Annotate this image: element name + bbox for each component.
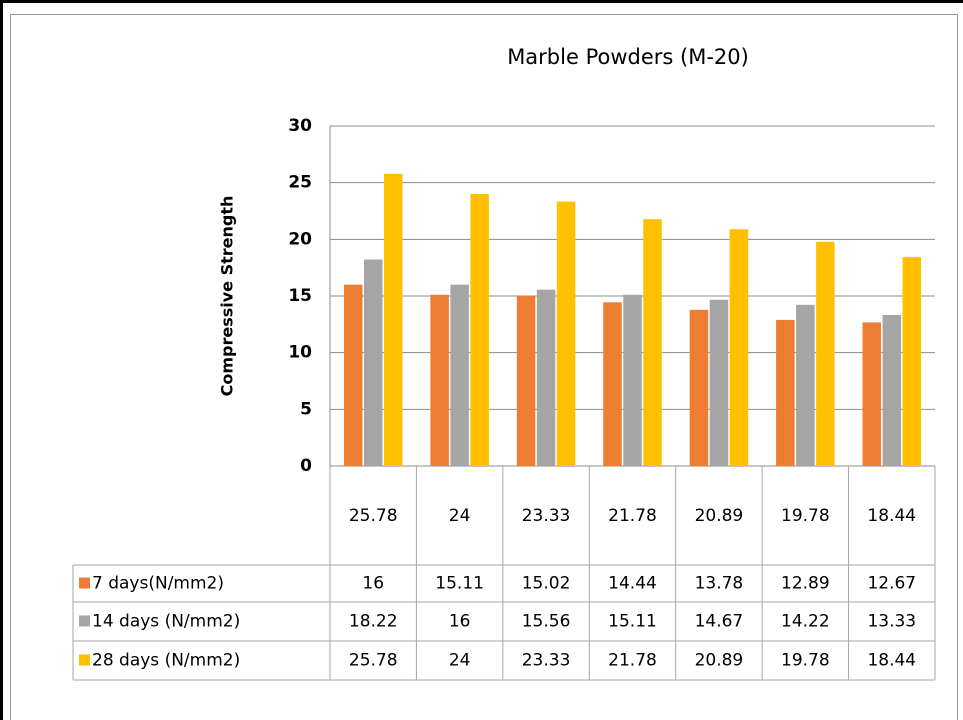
legend-label: 28 days (N/mm2) <box>92 651 240 671</box>
legend-swatch <box>79 577 90 589</box>
table-value: 15.56 <box>522 612 571 632</box>
table-value: 24 <box>449 651 471 671</box>
table-value: 13.78 <box>695 574 744 594</box>
category-cell: 23.33 <box>503 466 589 565</box>
table-value: 25.78 <box>349 651 398 671</box>
chart-title: Marble Powders (M-20) <box>507 45 749 69</box>
legend-swatch <box>79 615 90 627</box>
table-value: 18.22 <box>349 612 398 632</box>
bar <box>383 173 403 466</box>
legend-label: 14 days (N/mm2) <box>92 612 240 632</box>
x-tick-label: 24 <box>448 505 471 526</box>
legend-label: 7 days(N/mm2) <box>92 574 224 594</box>
category-wrap: 20.89 <box>676 466 762 565</box>
bar <box>623 294 642 466</box>
category-wrap: 19.78 <box>762 466 848 565</box>
table-value: 21.78 <box>608 651 657 671</box>
bar <box>516 295 536 466</box>
category-wrap: 25.78 <box>330 466 416 565</box>
bar <box>689 309 709 466</box>
bar <box>450 284 469 466</box>
y-tick-label: 15 <box>288 286 312 306</box>
table-value: 23.33 <box>522 651 571 671</box>
bar <box>882 314 902 466</box>
bar <box>862 322 882 466</box>
category-wrap: 18.44 <box>849 466 935 565</box>
bar <box>796 304 815 466</box>
category-cell: 18.44 <box>849 466 935 565</box>
category-cell: 24 <box>416 466 502 565</box>
bar <box>603 302 622 466</box>
table-value: 15.11 <box>435 574 484 594</box>
table-value: 14.44 <box>608 574 657 594</box>
bar <box>729 229 749 466</box>
table-value: 18.44 <box>867 651 916 671</box>
x-tick-label: 19.78 <box>781 505 830 526</box>
y-tick-label: 25 <box>288 173 312 193</box>
table-value: 13.33 <box>867 612 916 632</box>
table-value: 16 <box>449 612 471 632</box>
y-tick-label: 30 <box>288 116 312 136</box>
y-tick-label: 0 <box>300 456 312 476</box>
table-value: 20.89 <box>695 651 744 671</box>
table-value: 16 <box>362 574 384 594</box>
bar <box>709 299 729 466</box>
bar <box>470 194 489 466</box>
x-tick-label: 25.78 <box>348 505 398 526</box>
table-value: 15.11 <box>608 612 657 632</box>
bar <box>902 257 922 466</box>
bar <box>556 201 576 467</box>
category-wrap: 24 <box>416 466 502 565</box>
bar <box>430 294 449 466</box>
table-value: 12.67 <box>867 574 916 594</box>
table-value: 14.67 <box>695 612 744 632</box>
y-axis-label: Compressive Strength <box>218 196 237 397</box>
table-value: 12.89 <box>781 574 830 594</box>
legend-swatch <box>79 654 90 666</box>
x-tick-label: 23.33 <box>521 505 571 526</box>
x-tick-label: 21.78 <box>608 505 657 526</box>
y-tick-label: 20 <box>288 229 312 249</box>
x-tick-label: 18.44 <box>867 505 917 526</box>
table-value: 14.22 <box>781 612 830 632</box>
category-cell: 20.89 <box>676 466 762 565</box>
y-tick-label: 5 <box>300 399 312 419</box>
bar <box>816 241 835 466</box>
bar <box>363 259 383 466</box>
category-cell: 25.78 <box>330 466 416 565</box>
category-wrap: 23.33 <box>503 466 589 565</box>
bar <box>343 284 363 466</box>
bar <box>643 219 662 466</box>
table-value: 15.02 <box>522 574 571 594</box>
bar <box>776 319 795 466</box>
x-tick-label: 20.89 <box>694 505 744 526</box>
category-cell: 19.78 <box>762 466 848 565</box>
y-tick-label: 10 <box>288 343 312 363</box>
table-value: 19.78 <box>781 651 830 671</box>
category-cell: 21.78 <box>589 466 675 565</box>
bar <box>536 289 556 466</box>
category-wrap: 21.78 <box>589 466 675 565</box>
